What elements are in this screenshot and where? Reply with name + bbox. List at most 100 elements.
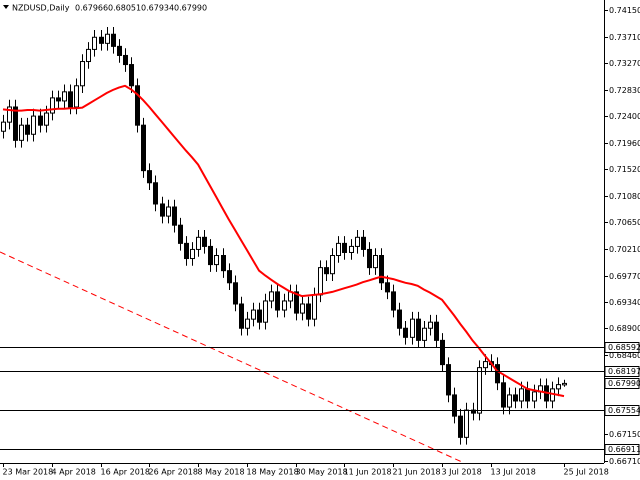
candle-body	[135, 85, 140, 126]
candle-body	[294, 291, 299, 314]
candle-body	[269, 291, 274, 302]
last-price-label: 0.67990	[608, 379, 640, 388]
x-tick-label: 8 May 2018	[198, 468, 245, 477]
candle-body	[92, 36, 97, 50]
candle-body	[178, 224, 183, 244]
y-tick-label: 0.69770	[609, 272, 640, 281]
candle-body	[336, 242, 341, 257]
candle-body	[160, 203, 165, 217]
candle-body	[147, 170, 152, 184]
candle-body	[342, 242, 347, 253]
candle-body	[99, 36, 104, 44]
y-tick-label: 0.71520	[609, 165, 640, 174]
candle-body	[239, 303, 244, 329]
candle-body	[38, 115, 43, 126]
candle-body	[25, 124, 30, 135]
candle-body	[513, 394, 518, 402]
candle-body	[556, 384, 561, 390]
x-tick-label: 23 Mar 2018	[3, 468, 54, 477]
candle-body	[324, 267, 329, 275]
header-icon	[3, 5, 9, 9]
candle-body	[202, 236, 207, 247]
header-close: 0.67990	[174, 4, 207, 13]
candle-body	[330, 255, 335, 275]
candle-body	[196, 236, 201, 250]
candle-body	[74, 85, 79, 108]
candle-body	[391, 291, 396, 311]
candle-body	[428, 321, 433, 329]
x-tick-label: 3 Jul 2018	[442, 468, 482, 477]
x-tick-label: 13 Jul 2018	[491, 468, 536, 477]
y-tick-label: 0.71960	[609, 139, 640, 148]
header-low: 0.67934	[141, 4, 174, 13]
candle-body	[464, 409, 469, 438]
y-tick-label: 0.66710	[609, 457, 640, 466]
level-label: 0.67554	[608, 406, 640, 415]
x-tick-label: 21 Jun 2018	[393, 468, 441, 477]
candle-body	[129, 64, 134, 87]
candle-body	[233, 282, 238, 305]
candle-body	[282, 300, 287, 311]
level-box	[604, 444, 640, 455]
candle-body	[507, 394, 512, 408]
candle-body	[477, 367, 482, 414]
last-price-box	[604, 378, 640, 389]
candle-body	[13, 106, 18, 141]
candle-body	[166, 206, 171, 217]
x-tick-label: 4 Apr 2018	[52, 468, 96, 477]
candle-body	[434, 321, 439, 341]
candle-body	[80, 61, 85, 87]
candle-body	[19, 124, 24, 141]
candle-body	[397, 309, 402, 329]
y-tick-label: 0.72830	[609, 86, 640, 95]
candle-body	[141, 124, 146, 172]
level-label: 0.66911	[608, 445, 640, 454]
candle-body	[361, 236, 366, 250]
x-tick-label: 30 May 2018	[296, 468, 348, 477]
y-tick-label: 0.69340	[609, 298, 640, 307]
candle-body	[562, 382, 567, 386]
candle-body	[153, 182, 158, 205]
candle-body	[68, 91, 73, 108]
candle-body	[355, 236, 360, 247]
candle-body	[245, 318, 250, 329]
x-tick-label: 11 Jun 2018	[344, 468, 392, 477]
y-tick-label: 0.71080	[609, 192, 640, 201]
candle-body	[519, 388, 524, 402]
y-tick-label: 0.73710	[609, 33, 640, 42]
level-label: 0.68197	[608, 367, 640, 376]
candle-body	[7, 106, 12, 123]
candle-body	[251, 309, 256, 320]
y-tick-label: 0.70210	[609, 245, 640, 254]
x-tick-label: 16 Apr 2018	[101, 468, 150, 477]
candle-body	[172, 206, 177, 226]
candle-body	[123, 54, 128, 66]
level-box	[604, 405, 640, 416]
header-open: 0.67966	[75, 4, 108, 13]
y-tick-label: 0.74150	[609, 6, 640, 15]
y-tick-label: 0.68460	[609, 351, 640, 360]
candle-body	[532, 391, 537, 402]
candle-body	[403, 327, 408, 338]
y-tick-label: 0.68900	[609, 324, 640, 333]
candle-body	[275, 291, 280, 311]
candle-body	[458, 415, 463, 438]
y-tick-label: 0.73270	[609, 59, 640, 68]
chart-title: NZDUSD,Daily	[12, 4, 70, 13]
candle-body	[300, 303, 305, 314]
header-high: 0.68051	[108, 4, 141, 13]
level-label: 0.68592	[608, 343, 640, 352]
candle-body	[452, 394, 457, 417]
candle-body	[263, 300, 268, 323]
y-tick-label: 0.72400	[609, 112, 640, 121]
candle-body	[440, 339, 445, 366]
candle-body	[483, 361, 488, 369]
candle-body	[56, 97, 61, 102]
x-tick-label: 25 Jul 2018	[564, 468, 609, 477]
x-tick-label: 18 May 2018	[247, 468, 299, 477]
candle-body	[62, 91, 67, 102]
candle-body	[318, 267, 323, 296]
candle-body	[416, 318, 421, 341]
